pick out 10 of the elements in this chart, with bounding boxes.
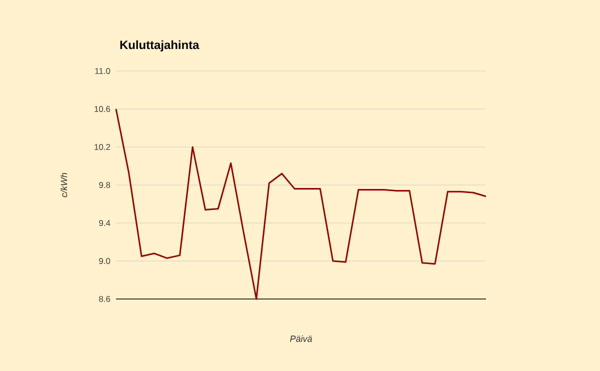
y-tick-label: 8.6 [99, 296, 110, 302]
y-tick-label: 9.8 [99, 182, 110, 188]
y-tick-label: 9.4 [99, 220, 110, 226]
y-tick-label: 9.0 [99, 258, 110, 264]
y-tick-label: 10.2 [94, 144, 110, 150]
y-tick-label: 11.0 [95, 68, 110, 74]
chart-title: Kuluttajahinta [120, 40, 200, 52]
x-axis-title: Päivä [290, 335, 312, 342]
y-axis-title: c/kWh [60, 172, 68, 198]
y-tick-label: 10.6 [94, 106, 110, 112]
